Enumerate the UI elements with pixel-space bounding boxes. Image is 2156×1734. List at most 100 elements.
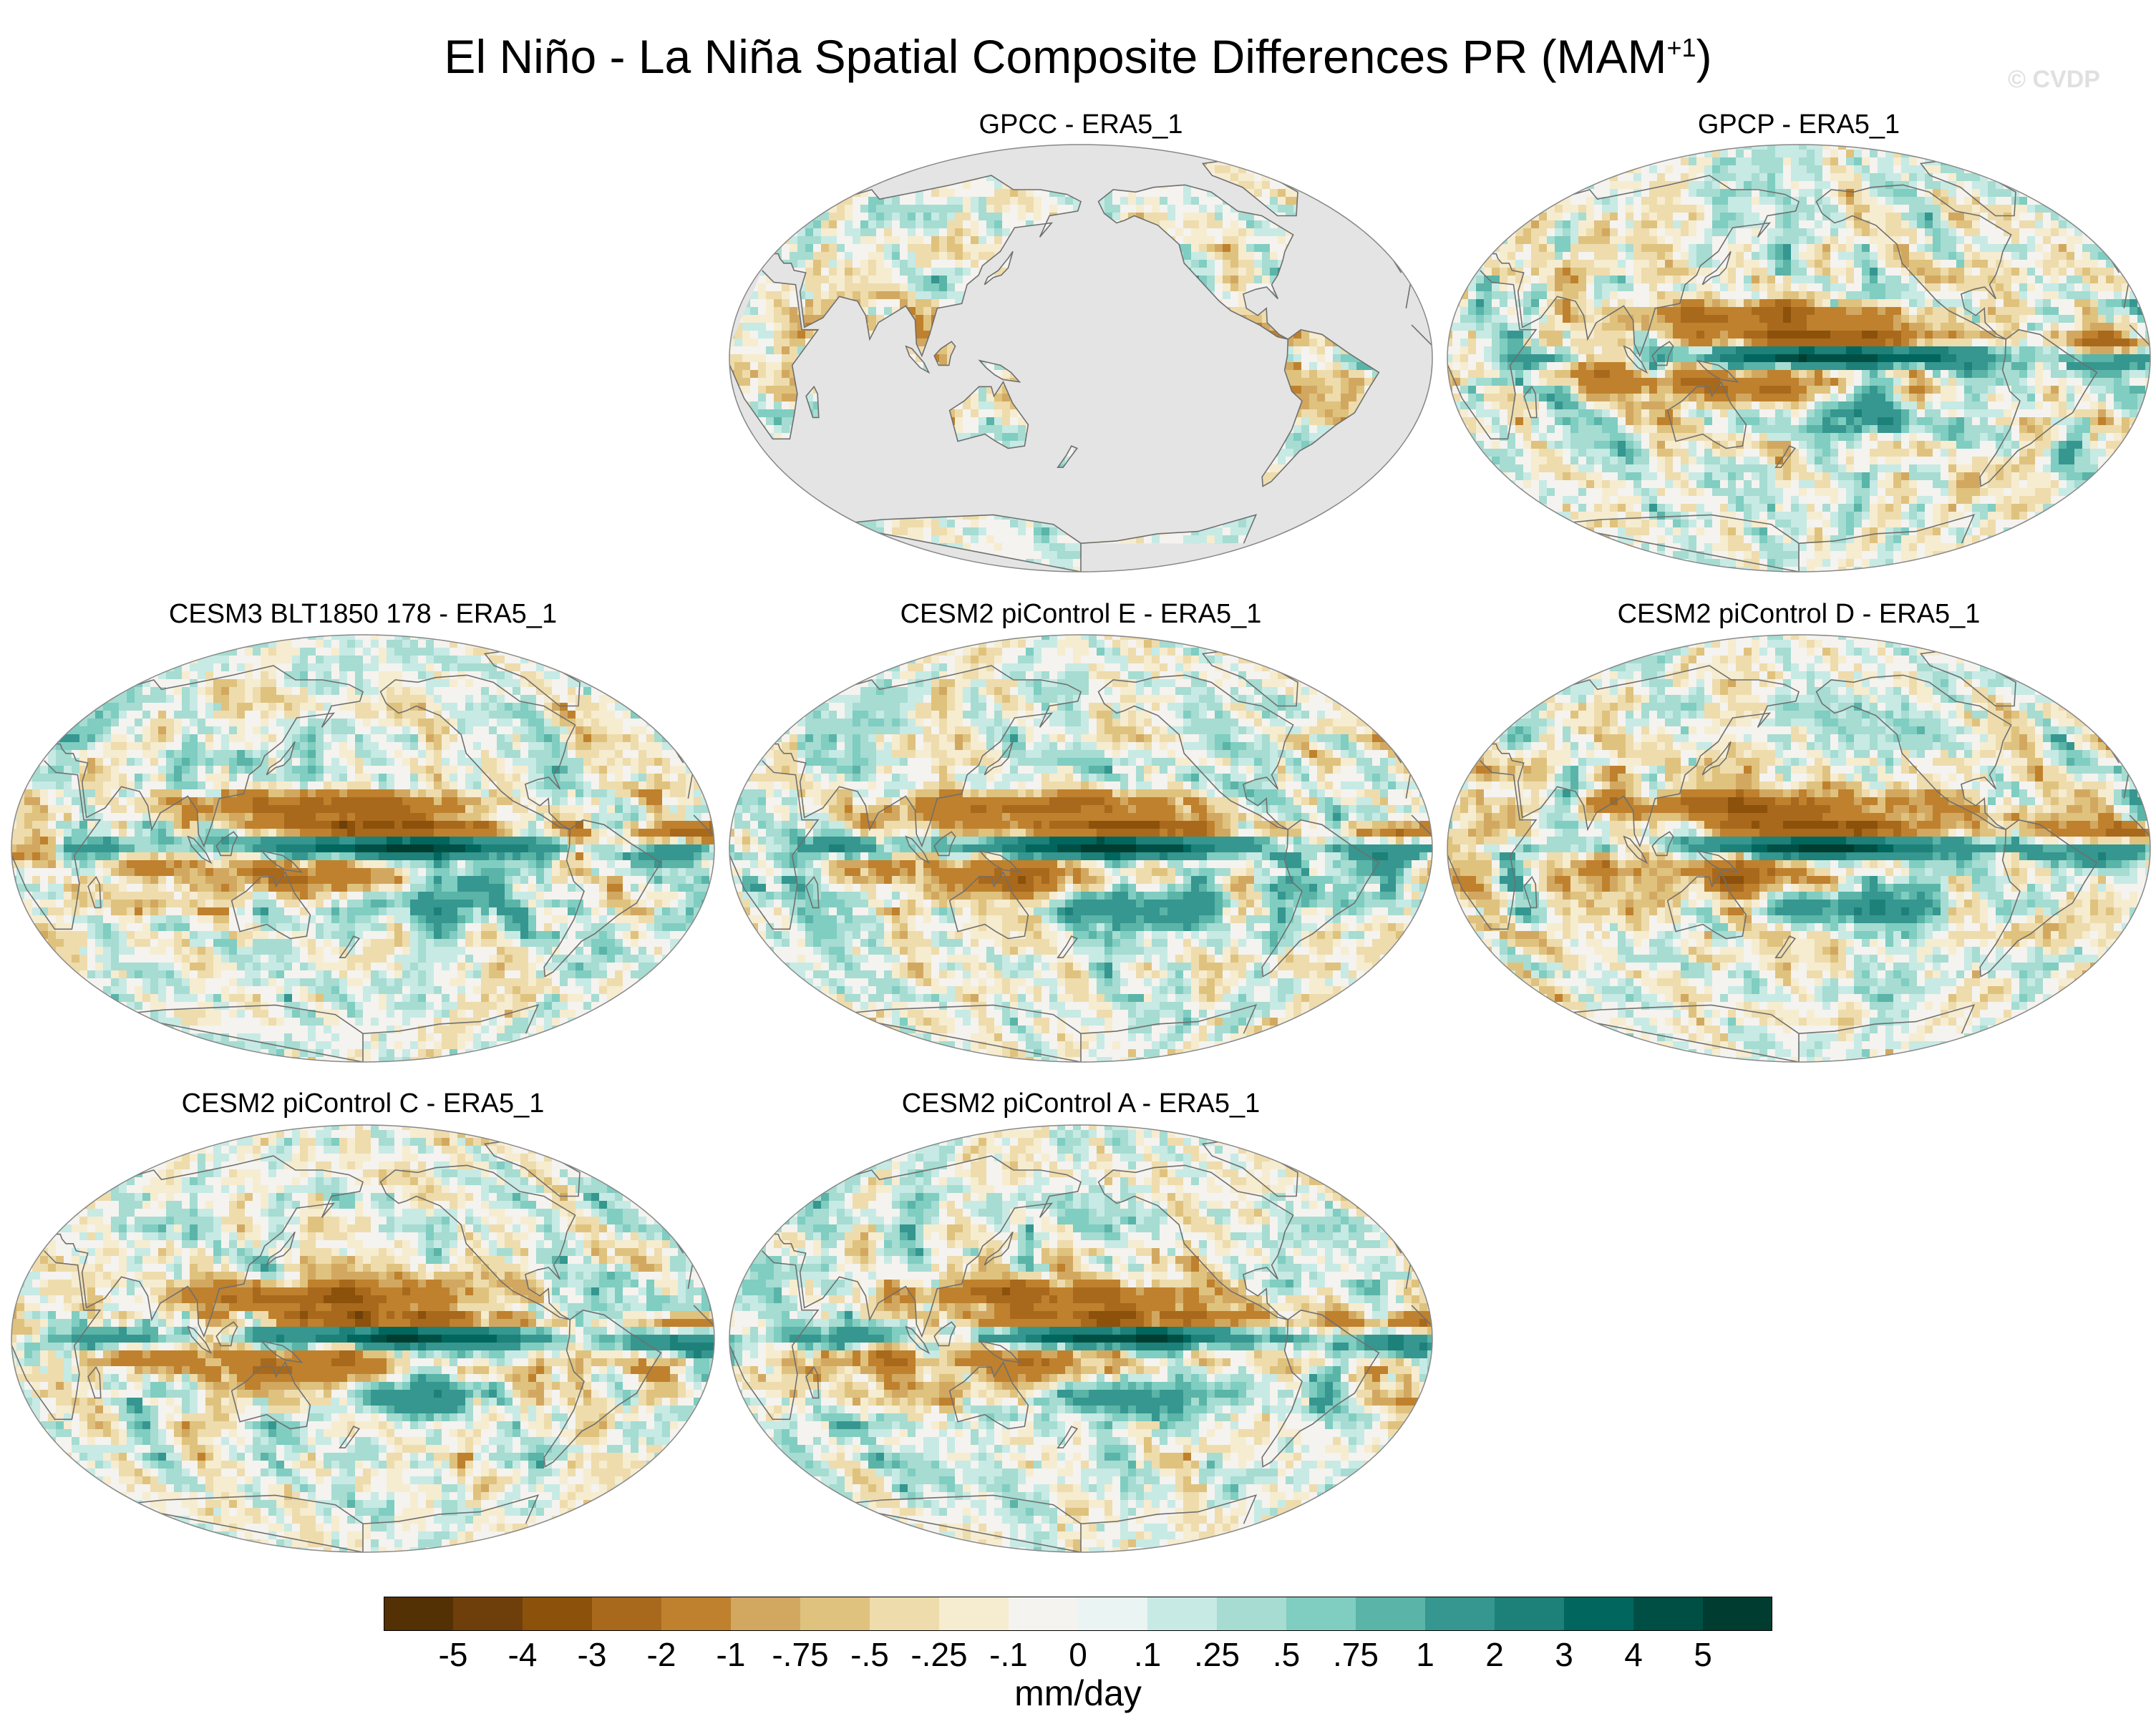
panel-title-cesm2c: CESM2 piControl C - ERA5_1 (9, 1088, 717, 1119)
colorbar-tick-label: 3 (1521, 1635, 1607, 1675)
coastline-north-america (379, 674, 576, 830)
coastline-borneo (933, 831, 956, 857)
coastline-japan (984, 250, 1014, 286)
colorbar-tick-label: -.25 (896, 1635, 982, 1675)
coastline-new-zealand (339, 1426, 361, 1448)
map-border (11, 1124, 715, 1553)
coastline-borneo (933, 341, 956, 366)
coastline-japan (984, 1231, 1014, 1266)
colorbar-frame (384, 1597, 1772, 1631)
map-panel-gpcc (729, 144, 1433, 573)
precip-cells (729, 635, 1432, 1062)
coastline-australia (948, 381, 1029, 449)
coastline-north-america (1097, 184, 1294, 340)
coastline-new-guinea (978, 849, 1021, 873)
colorbar-swatch (1009, 1597, 1079, 1631)
coastline-sumatra (905, 1325, 931, 1355)
coastline-antarctica (833, 1004, 1258, 1062)
coastline-south-america (1261, 819, 1380, 978)
colorbar-swatch (1425, 1597, 1495, 1631)
coastline-sumatra (905, 835, 931, 864)
colorbar-units-label: mm/day (0, 1673, 2156, 1713)
coastline-sumatra (187, 1325, 213, 1355)
coastline-sumatra (187, 835, 213, 864)
coastline-madagascar (805, 1365, 820, 1399)
colorbar-tick-label: 0 (1035, 1635, 1121, 1675)
colorbar-swatch (939, 1597, 1009, 1631)
coastline-antarctica (833, 514, 1258, 572)
colorbar-swatch (800, 1597, 870, 1631)
coastline-madagascar (87, 875, 102, 909)
coastline-japan (1701, 250, 1732, 286)
map-panel-cesm2d (1447, 634, 2151, 1063)
panel-title-gpcc: GPCC - ERA5_1 (727, 109, 1435, 140)
colorbar-tick-label: 4 (1591, 1635, 1676, 1675)
precip-cells (11, 635, 714, 1062)
coastline-new-guinea (260, 1340, 304, 1363)
coastline-antarctica (833, 1494, 1258, 1552)
coastline-new-zealand (1057, 445, 1079, 468)
figure-title-text: El Niño - La Niña Spatial Composite Diff… (444, 30, 1666, 83)
colorbar-tick-label: .5 (1243, 1635, 1329, 1675)
coastline-new-zealand (339, 935, 361, 958)
map-panel-gpcp (1447, 144, 2151, 573)
panel-title-cesm2a: CESM2 piControl A - ERA5_1 (727, 1088, 1435, 1119)
colorbar (384, 1597, 1772, 1631)
colorbar-tick-label: 1 (1382, 1635, 1468, 1675)
colorbar-tick-label: -1 (688, 1635, 774, 1675)
coastline-australia (1666, 871, 1747, 940)
coastline-north-america (1815, 674, 2012, 830)
coastline-south-america (1979, 328, 2098, 487)
panel-title-cesm2e: CESM2 piControl E - ERA5_1 (727, 598, 1435, 630)
coastline-new-zealand (1057, 935, 1079, 958)
map-panel-cesm2e (729, 634, 1433, 1063)
coastline-japan (984, 741, 1014, 776)
precip-field (11, 635, 714, 1062)
precip-cells (1447, 635, 2150, 1062)
coastline-new-zealand (1057, 1426, 1079, 1448)
figure-title: El Niño - La Niña Spatial Composite Diff… (0, 16, 2156, 89)
colorbar-swatch (731, 1597, 801, 1631)
coastline-sumatra (1623, 835, 1648, 864)
coastline-madagascar (1523, 385, 1538, 419)
coastline-madagascar (87, 1365, 102, 1399)
panel-title-gpcp: GPCP - ERA5_1 (1444, 109, 2153, 140)
colorbar-swatch (453, 1597, 523, 1631)
colorbar-swatch (1217, 1597, 1287, 1631)
coastline-new-guinea (978, 359, 1021, 383)
colorbar-swatch (870, 1597, 940, 1631)
map-border (729, 634, 1433, 1063)
colorbar-swatch (1703, 1597, 1772, 1631)
coastline-australia (948, 1361, 1029, 1430)
map-border (729, 1124, 1433, 1553)
coastline-antarctica (1551, 1004, 1976, 1062)
coastline-borneo (1651, 831, 1674, 857)
coastline-antarctica (115, 1004, 540, 1062)
coastline-borneo (215, 831, 238, 857)
colorbar-swatch (1564, 1597, 1634, 1631)
map-border (1447, 634, 2151, 1063)
colorbar-tick-label: .25 (1174, 1635, 1260, 1675)
coastline-australia (230, 1361, 311, 1430)
colorbar-tick-label: -.1 (966, 1635, 1052, 1675)
map-border (11, 634, 715, 1063)
precip-cells (729, 1125, 1432, 1552)
colorbar-swatch (1495, 1597, 1565, 1631)
coastline-north-america (1815, 184, 2012, 340)
coastline-north-america (1097, 674, 1294, 830)
figure-title-superscript: +1 (1667, 33, 1696, 62)
colorbar-swatch (1078, 1597, 1148, 1631)
coastline-japan (266, 1231, 296, 1266)
coastline-south-america (543, 1309, 662, 1468)
coastline-japan (266, 741, 296, 776)
colorbar-tick-label: -.5 (827, 1635, 913, 1675)
precip-field (1447, 635, 2150, 1062)
coastline-madagascar (1523, 875, 1538, 909)
panel-title-cesm2d: CESM2 piControl D - ERA5_1 (1444, 598, 2153, 630)
figure-title-close: ) (1696, 30, 1712, 83)
map-border (1447, 144, 2151, 573)
coastline-borneo (933, 1321, 956, 1347)
colorbar-tick-label: -2 (618, 1635, 704, 1675)
colorbar-swatch (384, 1597, 454, 1631)
coastline-borneo (1651, 341, 1674, 366)
